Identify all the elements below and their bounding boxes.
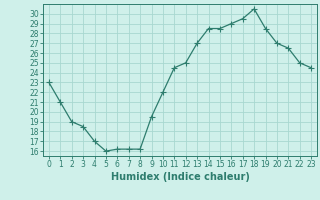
X-axis label: Humidex (Indice chaleur): Humidex (Indice chaleur) (111, 172, 249, 182)
